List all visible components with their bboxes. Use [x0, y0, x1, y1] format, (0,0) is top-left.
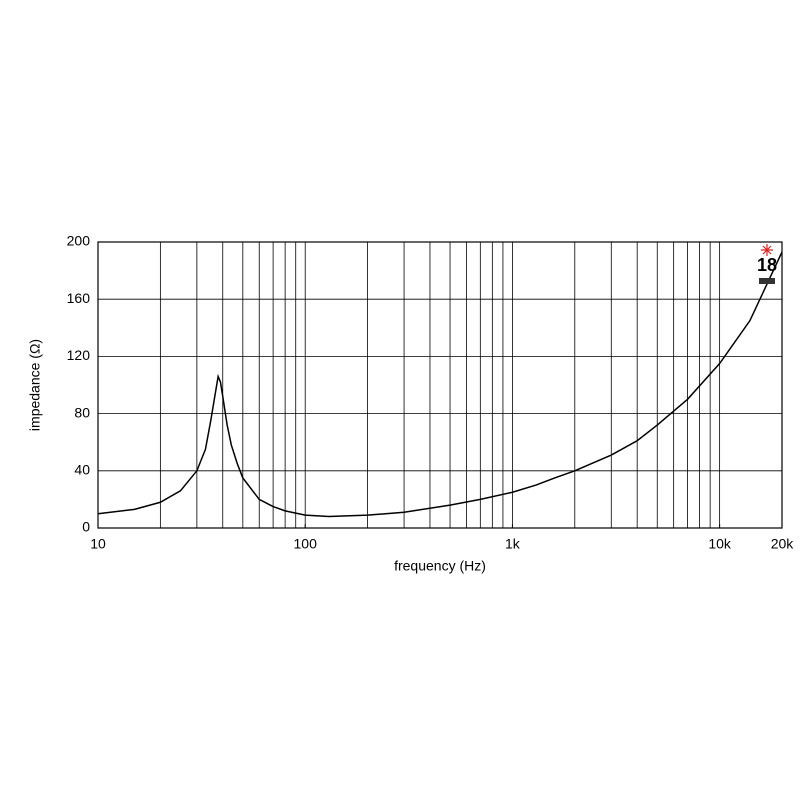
y-tick-label: 0 — [82, 519, 90, 535]
x-tick-label: 1k — [505, 536, 521, 552]
logo-bar — [759, 278, 775, 284]
y-tick-label: 120 — [67, 347, 91, 363]
x-tick-label: 10k — [708, 536, 732, 552]
y-axis-label: impedance (Ω) — [27, 339, 43, 431]
x-tick-label: 100 — [294, 536, 318, 552]
y-tick-label: 200 — [67, 233, 91, 249]
x-axis-label: frequency (Hz) — [394, 558, 486, 574]
impedance-line — [97, 251, 783, 518]
logo-star — [761, 244, 773, 256]
x-tick-label: 10 — [90, 536, 106, 552]
x-tick-label: 20k — [771, 536, 795, 552]
y-tick-label: 80 — [74, 404, 90, 420]
y-tick-label: 160 — [67, 290, 91, 306]
plot-frame — [97, 241, 783, 529]
y-tick-label: 40 — [74, 462, 90, 478]
logo: 18 — [757, 255, 777, 275]
